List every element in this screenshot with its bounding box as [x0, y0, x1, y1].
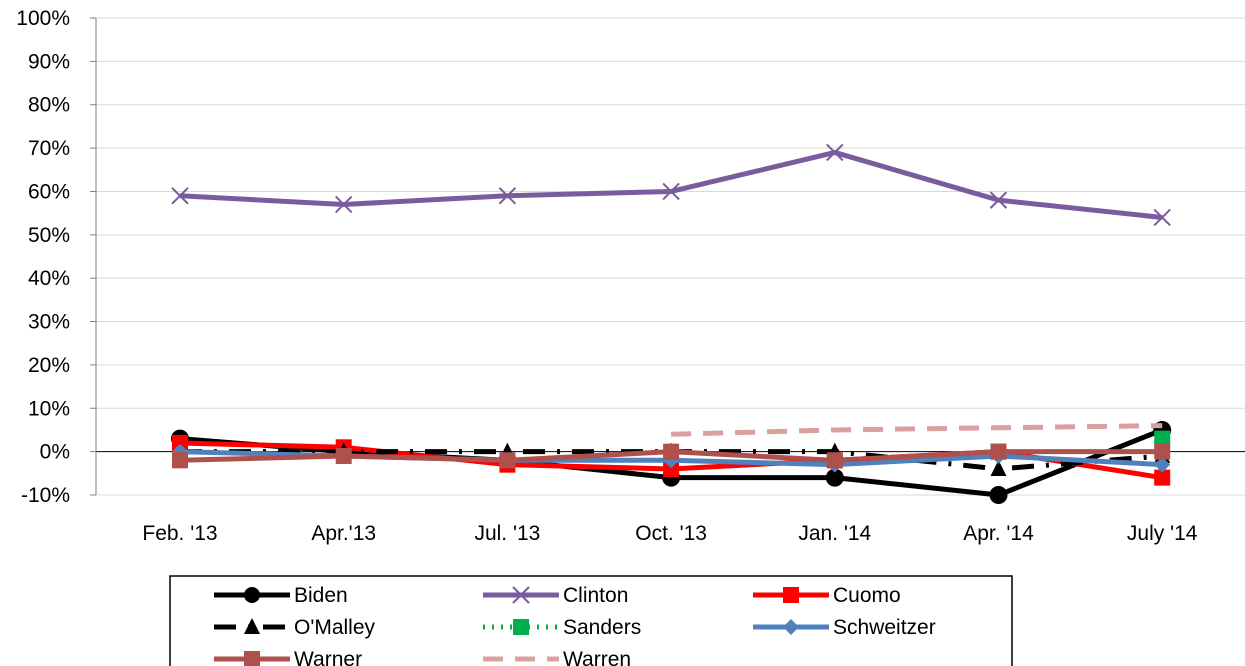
legend-label: Warner — [294, 648, 362, 666]
data-point-marker — [244, 651, 260, 666]
data-point-marker — [335, 447, 352, 464]
legend-label: Biden — [294, 584, 348, 607]
legend-item: Clinton — [483, 584, 628, 607]
legend-label: Cuomo — [833, 584, 901, 607]
y-tick-label: -10% — [21, 484, 70, 507]
data-point-marker — [244, 587, 260, 603]
y-tick-label: 0% — [40, 441, 70, 464]
data-point-marker — [990, 443, 1007, 460]
legend-item: Cuomo — [753, 584, 901, 607]
y-tick-label: 40% — [28, 267, 70, 290]
legend: Biden Clinton Cuomo O'Malley Sanders Schweitz… — [169, 575, 1013, 666]
data-point-marker — [1154, 430, 1171, 447]
y-tick-label: 60% — [28, 180, 70, 203]
y-tick-label: 70% — [28, 137, 70, 160]
data-point-marker — [663, 443, 680, 460]
y-tick-label: 100% — [16, 7, 70, 30]
y-tick-label: 10% — [28, 397, 70, 420]
data-point-marker — [512, 586, 530, 604]
y-tick-label: 20% — [28, 354, 70, 377]
x-tick-label: Apr. '14 — [963, 522, 1034, 545]
gridlines — [95, 17, 1245, 496]
data-point-marker — [783, 619, 799, 635]
data-point-marker — [989, 191, 1008, 209]
x-tick-label: Oct. '13 — [635, 522, 707, 545]
x-axis-ticks: Feb. '13 Apr.'13 Jul. '13 Oct. '13 Jan. '14 A… — [142, 522, 1197, 545]
series-line — [671, 423, 1163, 437]
data-point-marker — [662, 182, 680, 201]
data-point-marker — [513, 619, 529, 635]
legend-label: O'Malley — [294, 616, 376, 639]
data-point-marker — [990, 459, 1007, 476]
x-tick-label: Jan. '14 — [798, 522, 871, 545]
data-point-marker — [783, 587, 799, 603]
data-point-marker — [172, 452, 188, 469]
series-clinton — [171, 143, 1171, 227]
legend-label: Clinton — [563, 584, 628, 607]
y-axis-ticks: 100% 90% 80% 70% 60% 50% 40% 30% 20% 10% 0% -10% — [16, 7, 96, 507]
y-tick-label: 80% — [28, 94, 70, 117]
series-warren — [671, 423, 1163, 437]
y-tick-label: 90% — [28, 50, 70, 73]
data-point-marker — [826, 143, 844, 162]
legend-item: Schweitzer — [753, 616, 936, 639]
x-tick-label: Apr.'13 — [311, 522, 376, 545]
data-point-marker — [334, 195, 353, 214]
data-point-marker — [1154, 443, 1171, 460]
x-tick-label: Jul. '13 — [474, 522, 540, 545]
series-lines — [171, 143, 1172, 504]
legend-item: O'Malley — [214, 616, 376, 639]
x-tick-label: July '14 — [1127, 522, 1198, 545]
y-tick-label: 50% — [28, 224, 70, 247]
series-line — [179, 149, 1163, 220]
legend-item: Warner — [214, 648, 362, 666]
data-point-marker — [498, 187, 517, 205]
data-point-marker — [663, 460, 680, 477]
series-sanders — [1154, 430, 1171, 447]
series-warner — [172, 443, 1171, 469]
x-tick-label: Feb. '13 — [142, 522, 217, 545]
legend-label: Sanders — [563, 616, 641, 639]
legend-item: Sanders — [483, 616, 641, 639]
y-tick-label: 30% — [28, 311, 70, 334]
data-point-marker — [825, 468, 844, 487]
data-point-marker — [499, 452, 516, 469]
legend-item: Biden — [214, 584, 348, 607]
data-point-marker — [826, 452, 843, 469]
legend-label: Schweitzer — [833, 616, 936, 639]
data-point-marker — [1154, 469, 1171, 486]
data-point-marker — [989, 486, 1008, 504]
legend-label: Warren — [563, 648, 631, 666]
data-point-marker — [171, 187, 189, 205]
data-point-marker — [1154, 456, 1171, 473]
legend-box — [169, 575, 1013, 666]
data-point-marker — [244, 618, 260, 634]
legend-item: Warren — [483, 648, 631, 666]
data-point-marker — [1153, 208, 1171, 227]
